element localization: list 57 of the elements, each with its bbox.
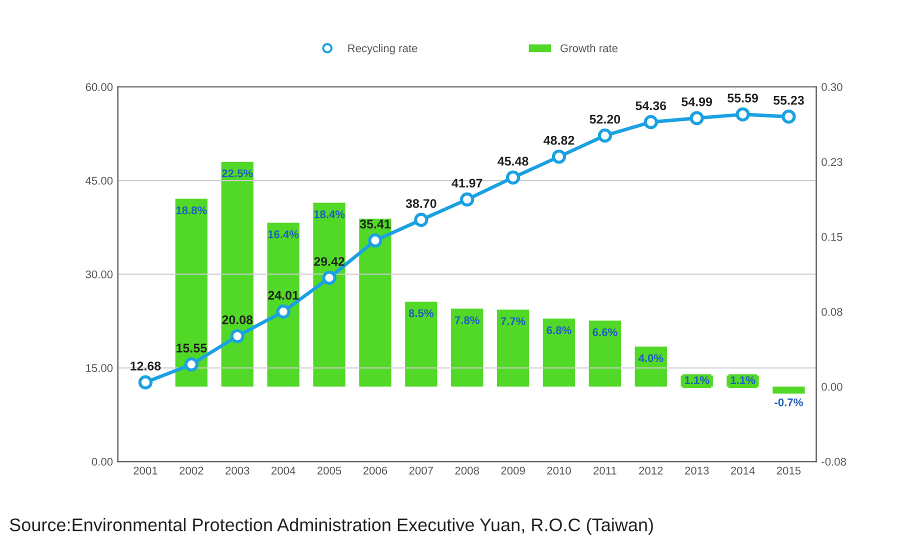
x-tick-label: 2001 — [134, 466, 158, 475]
x-tick-label: 2002 — [180, 466, 204, 475]
x-tick-label: 2012 — [639, 466, 663, 475]
y-tick-label: 45.00 — [86, 176, 113, 185]
data-label: 7.7% — [500, 317, 526, 326]
data-label: 35.41 — [360, 220, 391, 229]
legend-label: Growth rate — [560, 44, 618, 52]
data-label: 12.68 — [130, 362, 161, 370]
legend-label: Recycling rate — [348, 44, 418, 54]
data-label: 6.6% — [592, 328, 618, 336]
data-label: 24.01 — [268, 290, 299, 300]
data-label: 7.8% — [454, 316, 480, 324]
data-label: 1.1% — [730, 376, 756, 384]
x-tick-label: 2003 — [226, 466, 250, 475]
x-tick-label: 2004 — [272, 466, 296, 475]
data-label: 52.20 — [590, 114, 620, 124]
y2-tick-label: 0.15 — [822, 233, 842, 241]
x-tick-label: 2014 — [730, 466, 755, 475]
x-tick-label: 2007 — [409, 466, 433, 475]
x-tick-label: 2013 — [685, 466, 709, 475]
data-label: 48.82 — [544, 136, 574, 145]
y2-tick-label: 0.30 — [822, 83, 842, 92]
data-label: 29.42 — [314, 257, 344, 266]
x-tick-label: 2011 — [594, 466, 616, 475]
x-tick-label: 2015 — [776, 466, 801, 475]
data-label: 38.70 — [406, 199, 436, 208]
data-label: 45.48 — [498, 156, 528, 166]
data-label: 15.55 — [176, 344, 207, 353]
data-label: 55.23 — [773, 96, 804, 105]
data-label: 54.36 — [636, 101, 666, 110]
data-label: -0.7% — [774, 398, 803, 406]
y-tick-label: 60.00 — [86, 83, 113, 92]
x-tick-label: 2008 — [455, 466, 479, 475]
x-tick-label: 2010 — [547, 466, 571, 475]
data-label: 6.8% — [546, 326, 572, 334]
y2-tick-label: 0.08 — [822, 308, 842, 316]
data-label: 1.1% — [684, 376, 710, 384]
source-note: Source:Environmental Protection Administration Executive Yuan, R.O.C (Taiwan) — [10, 518, 653, 535]
data-label: 22.5% — [222, 169, 253, 178]
x-tick-label: 2005 — [317, 466, 342, 475]
x-tick-label: 2006 — [363, 466, 388, 475]
y2-tick-label: 0.23 — [822, 158, 842, 166]
data-label: 4.0% — [638, 354, 664, 362]
data-label: 8.5% — [408, 309, 434, 318]
x-tick-label: 2009 — [501, 466, 525, 475]
y-tick-label: 0.00 — [92, 458, 113, 466]
data-label: 55.59 — [728, 94, 758, 102]
y-tick-label: 15.00 — [86, 364, 113, 372]
y2-tick-label: -0.08 — [822, 458, 846, 466]
y-tick-label: 30.00 — [86, 270, 113, 278]
data-label: 20.08 — [222, 315, 253, 324]
data-label: 54.99 — [682, 97, 712, 106]
data-label: 16.4% — [268, 230, 299, 238]
data-label: 18.4% — [314, 210, 345, 218]
data-label: 41.97 — [452, 178, 482, 188]
y2-tick-label: 0.00 — [822, 382, 842, 391]
data-label: 18.8% — [176, 206, 207, 214]
